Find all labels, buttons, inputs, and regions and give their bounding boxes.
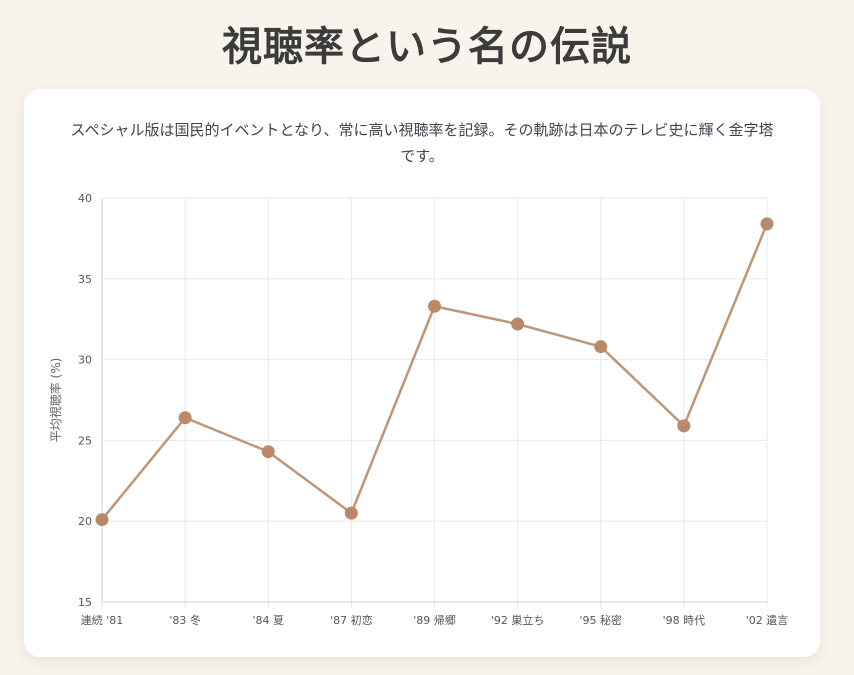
x-tick-label: '84 夏 [252, 614, 284, 627]
x-tick-label: '02 遺言 [746, 613, 789, 627]
chart-card: スペシャル版は国民的イベントとなり、常に高い視聴率を記録。その軌跡は日本のテレビ… [24, 89, 820, 657]
y-tick-label: 30 [78, 354, 92, 367]
y-tick-label: 40 [78, 192, 92, 205]
x-tick-label: '83 冬 [169, 613, 201, 627]
data-point [428, 299, 441, 313]
series-layer [95, 217, 774, 527]
x-tick-label: 連続 '81 [81, 613, 124, 627]
y-tick-label: 15 [78, 596, 92, 609]
y-tick-label: 25 [78, 434, 92, 447]
data-point [511, 317, 525, 331]
data-point [178, 411, 192, 425]
y-axis-title: 平均視聴率 (%) [48, 358, 63, 443]
data-point [95, 513, 109, 527]
x-tick-label: '87 初恋 [330, 613, 373, 627]
x-tick-label: '98 時代 [663, 614, 706, 627]
data-point [261, 445, 275, 459]
x-tick-label: '89 帰郷 [413, 613, 456, 627]
data-point [594, 340, 608, 354]
page-title: 視聴率という名の伝説 [222, 24, 632, 70]
y-tick-label: 20 [78, 515, 92, 528]
x-tick-label: '95 秘密 [579, 613, 622, 627]
chart-description: スペシャル版は国民的イベントとなり、常に高い視聴率を記録。その軌跡は日本のテレビ… [70, 121, 774, 165]
data-point [677, 419, 691, 433]
line-chart: 15 20 25 30 35 40 連続 '81 '83 冬 '84 夏 '87 初恋 '89 帰郷… [48, 192, 788, 627]
axis-layer [101, 198, 767, 603]
x-tick-label: '92 巣立ち [491, 613, 545, 627]
data-point [344, 506, 358, 520]
data-point [760, 217, 774, 231]
y-tick-label: 35 [78, 273, 92, 286]
grid-layer [101, 197, 768, 608]
label-layer: 15 20 25 30 35 40 連続 '81 '83 冬 '84 夏 '87 初恋 '89 帰郷… [48, 192, 788, 627]
